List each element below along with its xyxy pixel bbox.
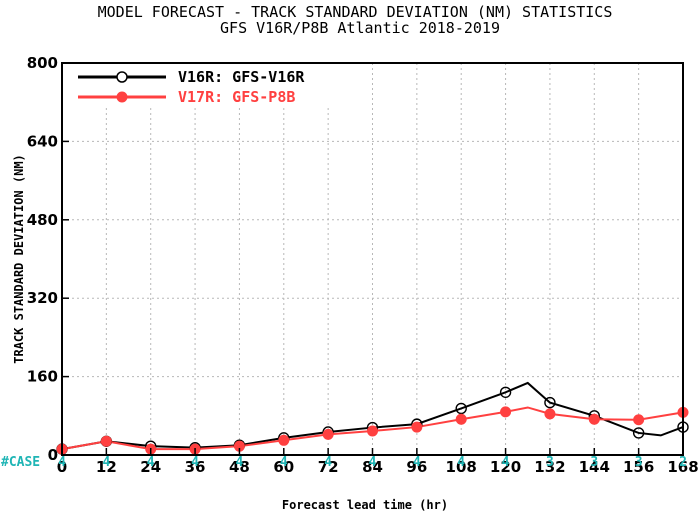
series-1-point	[633, 414, 645, 426]
series-1-point	[500, 406, 512, 418]
series-1-point	[455, 413, 467, 425]
case-count: 4	[413, 455, 421, 470]
y-axis-label: TRACK STANDARD DEVIATION (NM)	[12, 154, 26, 364]
case-count: 4	[58, 455, 66, 470]
x-tick-label: 108	[446, 458, 477, 476]
x-tick-label: 60	[273, 458, 294, 476]
case-count: 4	[236, 455, 244, 470]
case-counts: 4 4 4 4 4 4 4 4 4 4 4 3 3 3 2	[58, 455, 687, 470]
legend-label-v16r: V16R: GFS-V16R	[178, 68, 305, 86]
y-tick-label: 0	[48, 446, 58, 464]
x-tick-label: 96	[406, 458, 427, 476]
case-count: 4	[369, 455, 377, 470]
series-1-point	[100, 435, 112, 447]
series-0-point	[632, 427, 645, 439]
x-tick-label: 84	[362, 458, 383, 476]
series-1-point	[278, 434, 290, 446]
case-count: 3	[635, 455, 643, 470]
case-count: 4	[324, 455, 332, 470]
y-tick-label: 160	[27, 368, 58, 386]
series-1-point	[367, 425, 378, 437]
x-tick-label: 120	[490, 458, 521, 476]
case-count: 4	[502, 455, 510, 470]
y-tick-label: 800	[27, 54, 58, 72]
series-1-point	[411, 421, 423, 433]
y-tick-label: 480	[27, 211, 58, 229]
x-tick-label: 72	[318, 458, 339, 476]
case-count: 4	[191, 455, 199, 470]
grid-lines	[62, 63, 683, 455]
legend-marker-v17r	[116, 91, 128, 103]
case-count: 3	[546, 455, 554, 470]
case-label: #CASE	[1, 455, 40, 470]
case-count: 3	[590, 455, 598, 470]
case-count: 4	[147, 455, 155, 470]
series-1-point	[322, 428, 334, 440]
case-count: 2	[679, 455, 687, 470]
x-tick-label: 24	[140, 458, 161, 476]
chart-title: MODEL FORECAST - TRACK STANDARD DEVIATIO…	[98, 3, 613, 21]
series-line-1	[61, 406, 684, 451]
case-count: 4	[102, 455, 110, 470]
y-tick-label: 640	[27, 132, 58, 150]
chart-subtitle: GFS V16R/P8B Atlantic 2018-2019	[220, 19, 500, 37]
axis-ticks: 0 12 24 36 48 60 72 84 96 108 120 132 144 156 16801603…	[27, 54, 699, 476]
y-tick-label: 320	[27, 289, 58, 307]
x-axis-label: Forecast lead time (hr)	[282, 498, 448, 512]
series-0-point	[499, 386, 512, 398]
legend: V16R: GFS-V16R V17R: GFS-P8B	[66, 64, 366, 108]
series-0-point	[455, 402, 467, 415]
series-0-point	[544, 396, 556, 409]
case-count: 4	[280, 455, 288, 470]
x-tick-label: 48	[229, 458, 250, 476]
x-tick-label: 132	[534, 458, 565, 476]
series-1-point	[588, 413, 600, 425]
legend-label-v17r: V17R: GFS-P8B	[178, 88, 295, 106]
x-tick-label: 12	[96, 458, 117, 476]
legend-marker-v16r	[116, 71, 128, 83]
x-tick-label: 168	[667, 458, 698, 476]
legend-box	[66, 64, 366, 108]
x-tick-label: 36	[185, 458, 206, 476]
case-count: 4	[457, 455, 465, 470]
x-tick-label: 144	[579, 458, 610, 476]
x-tick-label: 156	[623, 458, 654, 476]
series-1-point	[544, 408, 556, 420]
x-tick-label: 0	[57, 458, 67, 476]
